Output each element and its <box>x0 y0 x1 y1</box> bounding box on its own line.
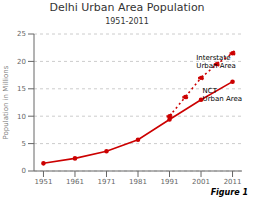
svg-text:InterstateUrban Area: InterstateUrban Area <box>196 54 236 70</box>
svg-text:2001: 2001 <box>192 178 210 186</box>
svg-text:NCTUrban Area: NCTUrban Area <box>203 87 243 103</box>
svg-text:1961: 1961 <box>66 178 84 186</box>
svg-text:20: 20 <box>17 58 26 66</box>
svg-text:25: 25 <box>17 30 26 38</box>
html-text:1951-2011: 1951-2011 <box>105 17 149 26</box>
svg-text:0: 0 <box>22 167 26 175</box>
html-text:Delhi Urban Area Population: Delhi Urban Area Population <box>49 1 205 14</box>
svg-text:1951: 1951 <box>35 178 53 186</box>
svg-text:1971: 1971 <box>98 178 116 186</box>
svg-text:1991: 1991 <box>161 178 179 186</box>
svg-text:10: 10 <box>17 113 26 121</box>
svg-text:15: 15 <box>17 85 26 93</box>
svg-text:2011: 2011 <box>224 178 242 186</box>
svg-text:1981: 1981 <box>129 178 147 186</box>
svg-text:5: 5 <box>22 140 26 148</box>
html-text:Figure 1: Figure 1 <box>210 188 248 197</box>
svg-text:Population in Millions: Population in Millions <box>8 65 10 139</box>
